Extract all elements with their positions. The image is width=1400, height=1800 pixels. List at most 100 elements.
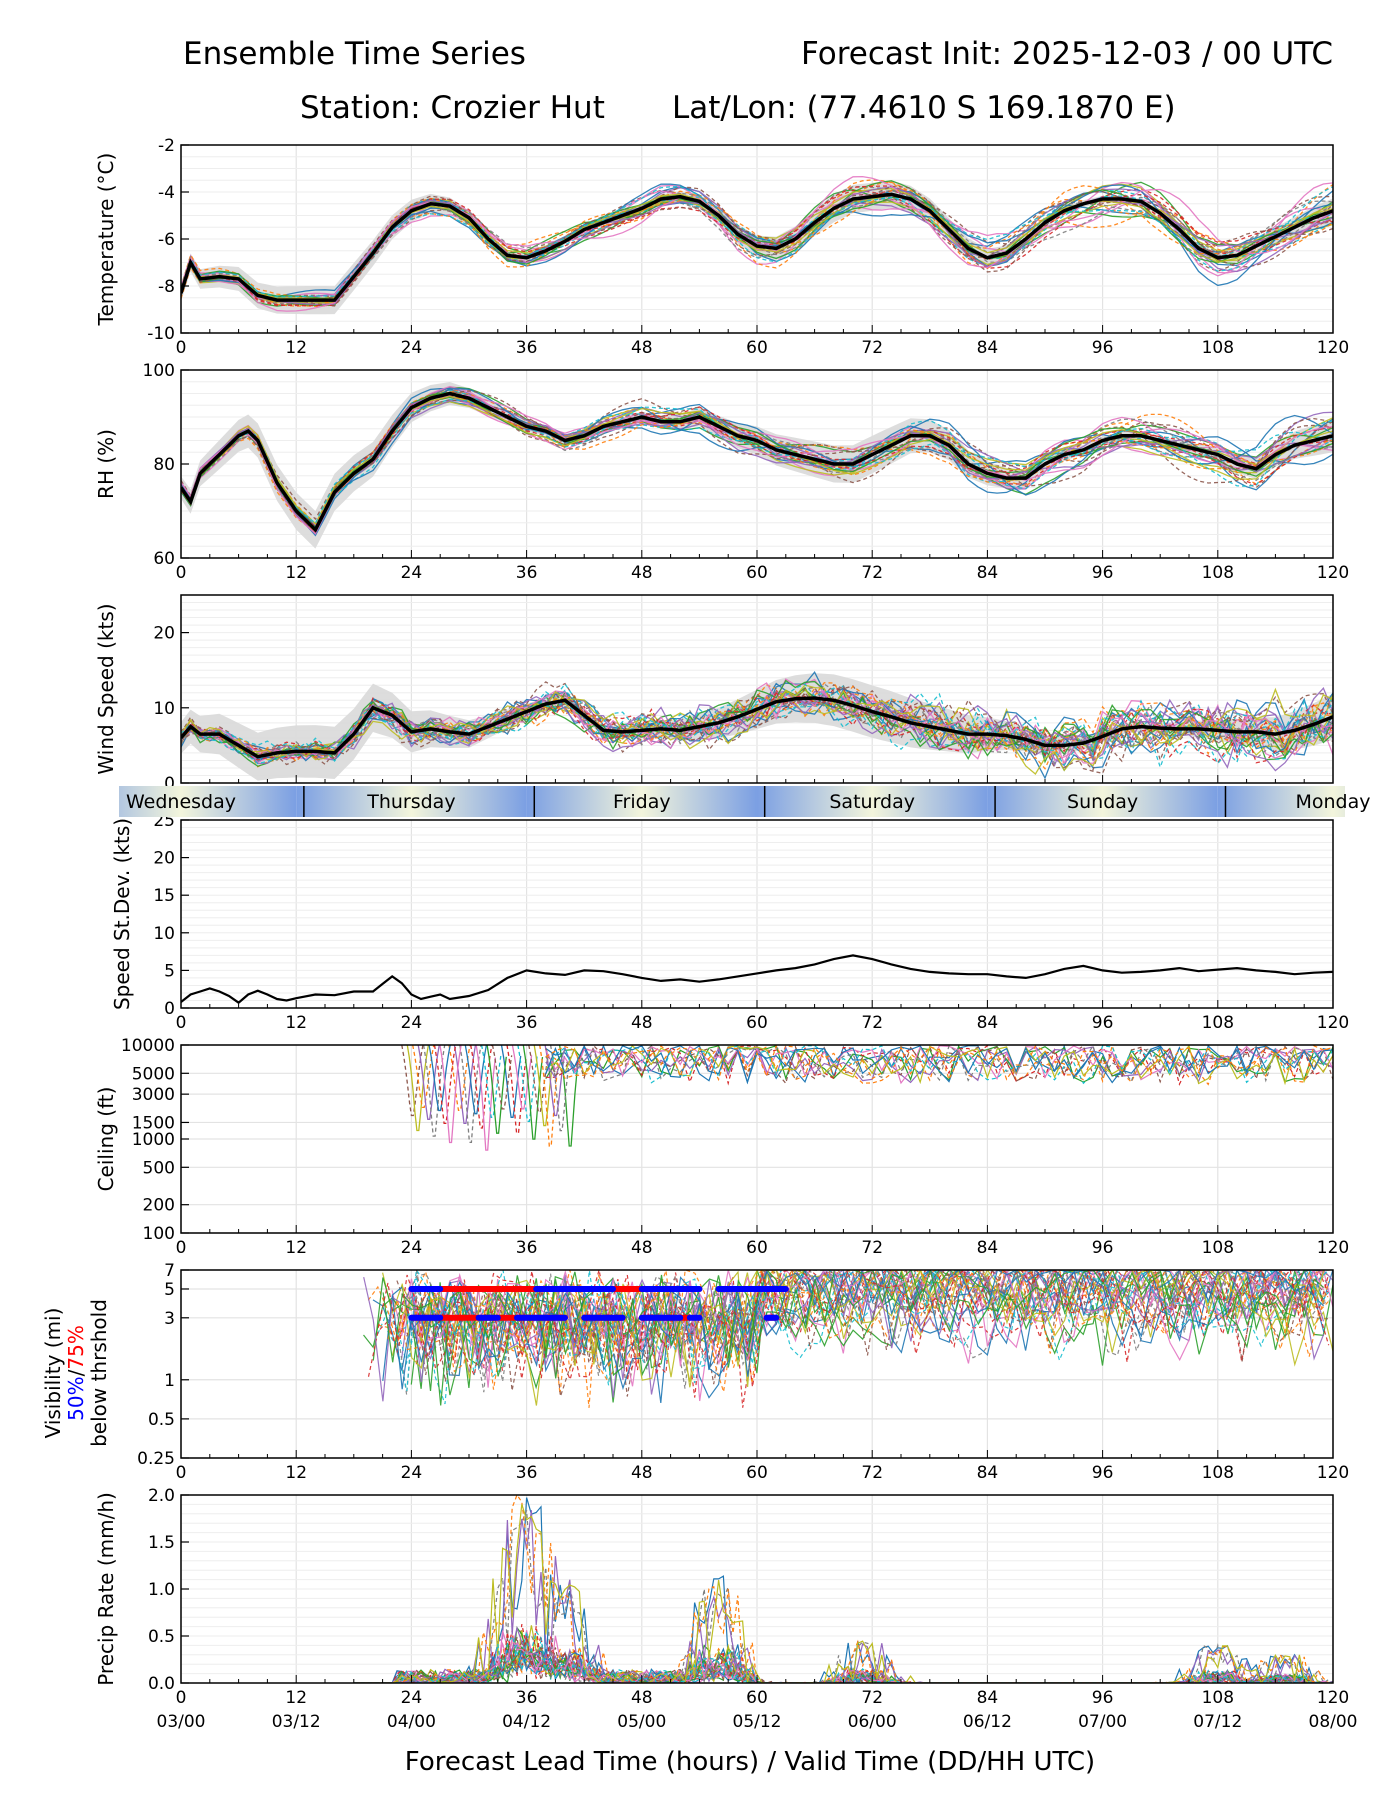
ceiling-member-line — [544, 1045, 565, 1117]
visibility-xtick-label: 120 — [1317, 1463, 1349, 1483]
temperature-xtick-label: 0 — [176, 338, 187, 358]
latlon-label: Lat/Lon: (77.4610 S 169.1870 E) — [672, 90, 1176, 126]
visibility-xtick-label: 24 — [401, 1463, 423, 1483]
day-band: Wednesday Thursday Friday Saturday Sunday Mon… — [0, 786, 1400, 817]
wind_speed-member-line — [181, 692, 1333, 759]
ceiling-xtick-label: 96 — [1092, 1238, 1114, 1258]
wind_speed-member-line — [181, 687, 1333, 764]
temperature-xtick-label: 24 — [401, 338, 423, 358]
temperature-xtick-label: 36 — [516, 338, 538, 358]
ceiling-xtick-label: 0 — [176, 1238, 187, 1258]
visibility-ytick-label: 5 — [164, 1280, 175, 1300]
wind_speed-member-line — [181, 683, 1333, 770]
rh-xtick-label: 72 — [861, 563, 883, 583]
ceiling-member-line — [506, 1045, 527, 1134]
ceiling-member-line — [486, 1045, 507, 1134]
precip-member-line — [353, 1639, 1333, 1683]
ceiling-member-line — [412, 1045, 435, 1109]
svg-text:50%/75%: 50%/75% — [64, 1325, 88, 1421]
rh-xtick-label: 36 — [516, 563, 538, 583]
speed_stdev-xtick-label: 36 — [516, 1013, 538, 1033]
ceiling-ytick-label: 200 — [143, 1196, 175, 1216]
precip-member-line — [353, 1625, 1333, 1683]
rh-xtick-label: 24 — [401, 563, 423, 583]
wind_speed-member-line — [181, 693, 1333, 772]
visibility-ytick-label: 0.5 — [148, 1410, 175, 1430]
title-left: Ensemble Time Series — [183, 36, 526, 72]
precip_rate-xtick-label: 120 — [1317, 1688, 1349, 1708]
ceiling-member-line — [545, 1045, 1333, 1083]
rh-plot — [181, 382, 1333, 549]
visibility-xtick-label: 48 — [631, 1463, 653, 1483]
temperature-xtick-label: 12 — [285, 338, 307, 358]
visibility-member-line — [401, 1270, 1325, 1381]
precip_rate-ylabel: Precip Rate (mm/h) — [94, 1492, 118, 1686]
day-label-thursday: Thursday — [366, 791, 455, 813]
day-label-friday: Friday — [613, 791, 671, 813]
visibility-member-line — [406, 1270, 1329, 1393]
visibility-ytick-label: 7 — [164, 1261, 175, 1281]
temperature-xtick-label: 48 — [631, 338, 653, 358]
rh-member-line — [181, 395, 1333, 530]
ceiling-member-line — [545, 1045, 1333, 1083]
precip_rate-xtick-label: 48 — [631, 1688, 653, 1708]
visibility-member-line — [406, 1270, 1329, 1364]
speed_stdev-xtick-label: 84 — [977, 1013, 999, 1033]
valid-time-label: 06/00 — [848, 1712, 897, 1732]
precip_rate-ytick-label: 1.0 — [148, 1580, 175, 1600]
temperature-member-line — [181, 185, 1333, 298]
visibility-ytick-label: 0.25 — [137, 1449, 175, 1469]
visibility-ytick-label: 1 — [164, 1371, 175, 1391]
vis-ylabel-50: 50% — [64, 1376, 88, 1420]
ceiling-member-line — [448, 1045, 471, 1112]
speed_stdev-plot — [181, 954, 1333, 1005]
visibility-member-line — [406, 1270, 1329, 1379]
ceiling-member-line — [433, 1045, 457, 1125]
temperature-ytick-label: -4 — [158, 183, 175, 203]
precip_rate-ytick-label: 2.0 — [148, 1486, 175, 1506]
ceiling-member-line — [480, 1045, 502, 1118]
temperature-xtick-label: 72 — [861, 338, 883, 358]
visibility-member-line — [392, 1270, 1325, 1391]
ceiling-member-line — [401, 1045, 424, 1117]
speed_stdev-xtick-label: 0 — [176, 1013, 187, 1033]
visibility-xtick-label: 12 — [285, 1463, 307, 1483]
ceiling-plot — [401, 1045, 1333, 1151]
visibility-panel: 75 3 1 0.5 0.250 12 24 36 48 60 72 84 96 108 120 — [137, 1261, 1349, 1483]
rh-member-line — [181, 390, 1333, 534]
rh-ytick-label: 80 — [153, 455, 175, 475]
wind_speed-member-line — [181, 679, 1333, 767]
temperature-xtick-label: 60 — [746, 338, 768, 358]
wind_speed-member-line — [181, 690, 1333, 765]
ceiling-member-line — [459, 1045, 482, 1144]
temperature-ytick-label: -8 — [158, 277, 175, 297]
precip_rate-xtick-label: 36 — [516, 1688, 538, 1708]
valid-time-label: 04/12 — [502, 1712, 551, 1732]
ceiling-xtick-label: 72 — [861, 1238, 883, 1258]
ceiling-member-line — [422, 1045, 446, 1137]
visibility-member-line — [377, 1270, 1330, 1378]
wind_speed-member-line — [181, 692, 1333, 762]
panels: -2-4-6-8-100 12 24 36 48 60 72 84 96 108 120Temper… — [94, 136, 1349, 1708]
visibility-xtick-label: 96 — [1092, 1463, 1114, 1483]
temperature-xtick-label: 108 — [1202, 338, 1234, 358]
wind_speed-ytick-label: 20 — [153, 624, 175, 644]
x-axis-label: Forecast Lead Time (hours) / Valid Time … — [405, 1747, 1095, 1777]
valid-time-label: 03/00 — [157, 1712, 206, 1732]
visibility-ylabel: Visibility (mi) 50%/75% below thrshold — [41, 1299, 111, 1447]
rh-member-line — [181, 395, 1333, 528]
day-label-monday: Monday — [1295, 791, 1370, 813]
speed_stdev-ytick-label: 5 — [164, 961, 175, 981]
visibility-member-line — [397, 1270, 1330, 1386]
visibility-member-line — [410, 1270, 1333, 1391]
ceiling-xtick-label: 24 — [401, 1238, 423, 1258]
vis-ylabel-75: 75% — [64, 1325, 88, 1369]
day-label-wednesday: Wednesday — [126, 791, 236, 813]
precip-member-line — [353, 1630, 1333, 1683]
ceiling-xtick-label: 12 — [285, 1238, 307, 1258]
ceiling-ytick-label: 1000 — [132, 1130, 175, 1150]
wind_speed-ytick-label: 10 — [153, 699, 175, 719]
speed_stdev-xtick-label: 48 — [631, 1013, 653, 1033]
temperature-member-line — [181, 183, 1333, 303]
